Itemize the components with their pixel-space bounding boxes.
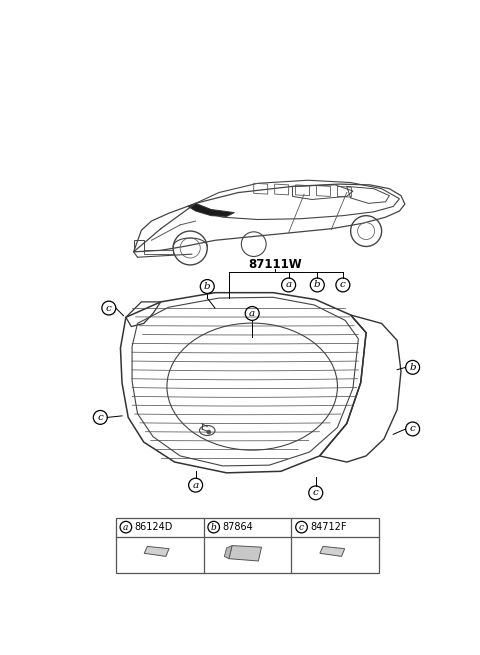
- Polygon shape: [144, 546, 169, 556]
- Text: 86124D: 86124D: [134, 522, 173, 532]
- Text: c: c: [106, 303, 112, 312]
- Text: 87111W: 87111W: [249, 259, 302, 271]
- Polygon shape: [188, 203, 234, 216]
- Text: c: c: [313, 489, 319, 497]
- Polygon shape: [320, 546, 345, 556]
- Text: c: c: [410, 424, 416, 434]
- Circle shape: [207, 430, 211, 434]
- Polygon shape: [224, 546, 232, 559]
- Text: b: b: [211, 523, 216, 532]
- Text: a: a: [192, 481, 199, 490]
- Text: 84712F: 84712F: [310, 522, 347, 532]
- Text: b: b: [409, 363, 416, 372]
- Text: b: b: [314, 280, 321, 290]
- Text: b: b: [204, 282, 211, 291]
- Text: a: a: [123, 523, 129, 532]
- Bar: [116, 517, 379, 573]
- Text: c: c: [97, 413, 103, 422]
- Text: 87864: 87864: [222, 522, 253, 532]
- Text: c: c: [299, 523, 304, 532]
- Text: a: a: [286, 280, 292, 290]
- Polygon shape: [229, 546, 262, 561]
- Text: c: c: [340, 280, 346, 290]
- Text: a: a: [249, 309, 255, 318]
